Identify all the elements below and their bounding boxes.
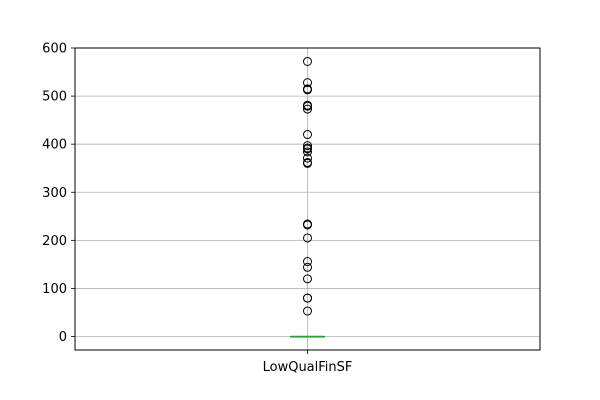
outlier-point [303,141,312,151]
y-tick-label: 400 [42,138,67,153]
outlier-point [303,219,312,229]
outlier-point [303,257,312,267]
y-tick-label: 100 [42,282,67,297]
y-tick-label: 0 [59,330,67,345]
x-tick-label: LowQualFinSF [263,360,353,375]
outlier-point [303,262,312,272]
outlier-layer [303,56,312,316]
box-layer [290,335,325,338]
outlier-point [303,143,312,153]
y-axis: 0 100 200 300 400 500 600 [42,42,75,345]
outlier-point [303,153,312,163]
x-axis: LowQualFinSF [263,350,353,375]
outlier-point [303,147,312,157]
outlier-point [303,233,312,243]
outlier-point [303,104,312,114]
outlier-point [303,78,312,88]
outlier-point [303,157,312,167]
outlier-point [303,84,312,94]
outlier-point [303,274,312,284]
outlier-point [303,293,312,303]
y-tick-label: 200 [42,234,67,249]
outlier-point [303,56,312,66]
y-tick-label: 600 [42,42,67,57]
outlier-point [303,306,312,316]
y-tick-label: 300 [42,186,67,201]
outlier-point [303,100,312,110]
outlier-point [303,130,312,140]
y-tick-label: 500 [42,90,67,105]
